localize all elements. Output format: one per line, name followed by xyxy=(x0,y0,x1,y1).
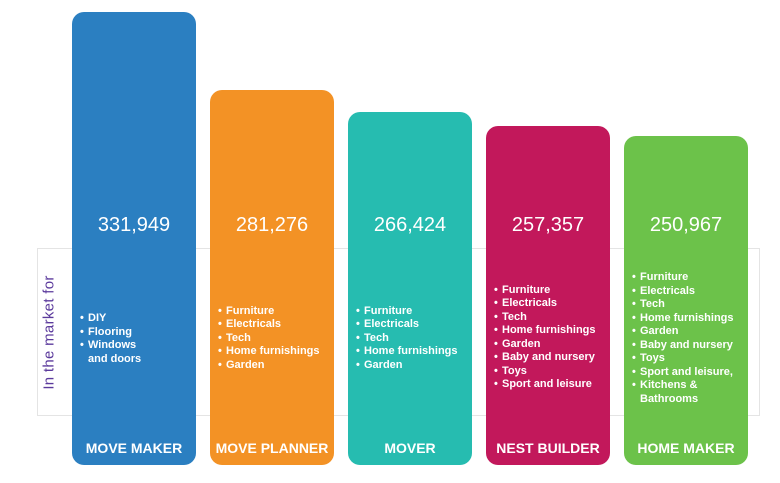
bar-item: Baby and nursery xyxy=(632,339,742,353)
bar-item: Home furnishings xyxy=(494,324,604,338)
bar-item: Tech xyxy=(218,332,328,346)
bar-item-list: FurnitureElectricalsTechHome furnishings… xyxy=(632,271,742,406)
bar-category-label: MOVE PLANNER xyxy=(215,439,329,456)
bar-item: Garden xyxy=(494,338,604,352)
side-label-text: In the market for xyxy=(40,274,58,390)
bar-item: Furniture xyxy=(356,305,466,319)
bar-category-label: MOVER xyxy=(384,439,436,456)
bar-item: Home furnishings xyxy=(218,345,328,359)
bar-item: Flooring xyxy=(80,326,158,340)
bar-item: Furniture xyxy=(632,271,742,285)
bar-item: Tech xyxy=(632,298,742,312)
bar-item: Garden xyxy=(632,325,742,339)
bar-item-list: FurnitureElectricalsTechHome furnishings… xyxy=(494,284,604,392)
bar-item: Kitchens & Bathrooms xyxy=(632,379,742,406)
bar-item: Home furnishings xyxy=(356,345,466,359)
bar-category-label: NEST BUILDER xyxy=(496,439,600,456)
bar-item: Baby and nursery xyxy=(494,351,604,365)
bar-item: Electricals xyxy=(218,318,328,332)
bar-value-label: 257,357 xyxy=(511,213,585,236)
bar-item: Sport and leisure xyxy=(494,378,604,392)
bar-item: Toys xyxy=(632,352,742,366)
bar-home-maker: 250,967 FurnitureElectricalsTechHome furn… xyxy=(624,136,748,465)
bar-value-label: 266,424 xyxy=(373,213,447,236)
bar-move-maker: 331,949 DIYFlooringWindows and doors MOVE … xyxy=(72,12,196,465)
bar-item: Electricals xyxy=(632,285,742,299)
bar-item: Garden xyxy=(218,359,328,373)
bar-item-list: DIYFlooringWindows and doors xyxy=(80,312,190,366)
bar-item: Electricals xyxy=(356,318,466,332)
bar-item: Furniture xyxy=(218,305,328,319)
bar-item: Tech xyxy=(494,311,604,325)
bar-move-planner: 281,276 FurnitureElectricalsTechHome furn… xyxy=(210,89,334,465)
bar-item: Sport and leisure, xyxy=(632,366,742,380)
bar-item: Tech xyxy=(356,332,466,346)
bar-item-list: FurnitureElectricalsTechHome furnishings… xyxy=(356,305,466,373)
bar-value-label: 281,276 xyxy=(235,213,309,236)
bar-item: Home furnishings xyxy=(632,312,742,326)
bar-category-label: MOVE MAKER xyxy=(85,440,183,456)
bar-item: Toys xyxy=(494,365,604,379)
bar-mover: 266,424 FurnitureElectricalsTechHome furn… xyxy=(348,112,472,465)
bar-item: Garden xyxy=(356,359,466,373)
bar-category-label: HOME MAKER xyxy=(637,440,735,456)
bar-value-label: 331,949 xyxy=(97,214,171,236)
bar-value-label: 250,967 xyxy=(649,214,723,236)
bar-item: Windows and doors xyxy=(80,339,158,366)
bar-item-list: FurnitureElectricalsTechHome furnishings… xyxy=(218,305,328,373)
bar-nest-builder: 257,357 FurnitureElectricalsTechHome furn… xyxy=(486,126,610,465)
bar-item: Electricals xyxy=(494,297,604,311)
bar-item: DIY xyxy=(80,312,158,326)
bar-item: Furniture xyxy=(494,284,604,298)
